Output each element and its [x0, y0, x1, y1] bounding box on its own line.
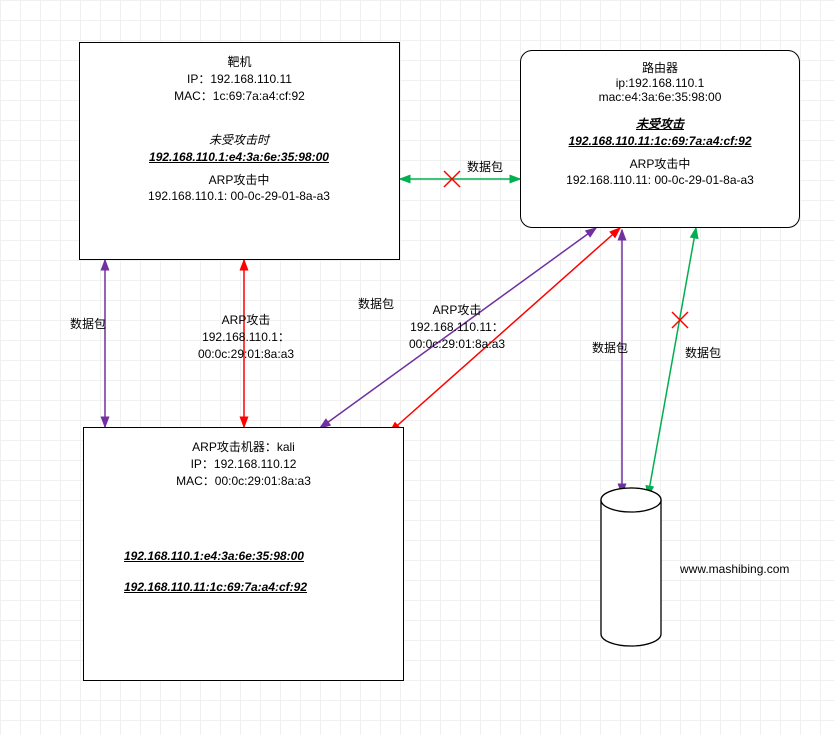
label-arp-right: ARP攻击 192.168.110.11： 00:0c:29:01:8a:a3 [392, 302, 522, 352]
router-title: 路由器 [521, 59, 799, 76]
kali-title: ARP攻击机器：kali [84, 438, 403, 455]
cylinder-label: www.mashibing.com [680, 561, 789, 578]
cylinder-icon [601, 488, 661, 646]
arp-right-title: ARP攻击 [392, 302, 522, 319]
arp-right-l2: 00:0c:29:01:8a:a3 [392, 336, 522, 353]
kali-mac: MAC：00:0c:29:01:8a:a3 [84, 472, 403, 489]
cross-target-router [444, 171, 460, 187]
router-attack-line: 192.168.110.11: 00-0c-29-01-8a-a3 [534, 172, 786, 189]
target-note-text: 未受攻击时 192.168.110.1:e4:3a:6e:35:98:00 AR… [102, 132, 376, 205]
label-packet-top: 数据包 [467, 159, 503, 176]
kali-ip: IP：192.168.110.12 [84, 455, 403, 472]
arp-right-l1: 192.168.110.11： [392, 319, 522, 336]
router-note-line1: 192.168.110.11:1c:69:7a:a4:cf:92 [534, 133, 786, 150]
router-mac: mac:e4:3a:6e:35:98:00 [521, 90, 799, 104]
router-ip: ip:192.168.110.1 [521, 76, 799, 90]
label-packet-mid: 数据包 [358, 296, 394, 313]
label-arp-left: ARP攻击 192.168.110.1： 00:0c:29:01:8a:a3 [181, 312, 311, 362]
arrow-router-cyl-green [648, 228, 696, 496]
arp-left-l1: 192.168.110.1： [181, 329, 311, 346]
target-note-line1: 192.168.110.1:e4:3a:6e:35:98:00 [102, 149, 376, 166]
arp-left-l2: 00:0c:29:01:8a:a3 [181, 346, 311, 363]
kali-note-text: 192.168.110.1:e4:3a:6e:35:98:00 192.168.… [124, 548, 374, 596]
arp-left-title: ARP攻击 [181, 312, 311, 329]
kali-note-line1: 192.168.110.1:e4:3a:6e:35:98:00 [124, 548, 374, 565]
target-note-title: 未受攻击时 [102, 132, 376, 149]
target-ip: IP：192.168.110.11 [80, 70, 399, 87]
target-attack-line: 192.168.110.1: 00-0c-29-01-8a-a3 [102, 188, 376, 205]
cross-router-cyl [672, 312, 688, 328]
kali-note-line2: 192.168.110.11:1c:69:7a:a4:cf:92 [124, 579, 374, 596]
router-note-text: 未受攻击 192.168.110.11:1c:69:7a:a4:cf:92 AR… [534, 116, 786, 189]
target-title: 靶机 [80, 53, 399, 70]
label-packet-left: 数据包 [70, 316, 106, 333]
router-note-title: 未受攻击 [534, 116, 786, 133]
label-packet-right1: 数据包 [592, 340, 628, 357]
target-attack-title: ARP攻击中 [102, 172, 376, 189]
router-attack-title: ARP攻击中 [534, 156, 786, 173]
target-mac: MAC：1c:69:7a:a4:cf:92 [80, 87, 399, 104]
label-packet-right2: 数据包 [685, 345, 721, 362]
